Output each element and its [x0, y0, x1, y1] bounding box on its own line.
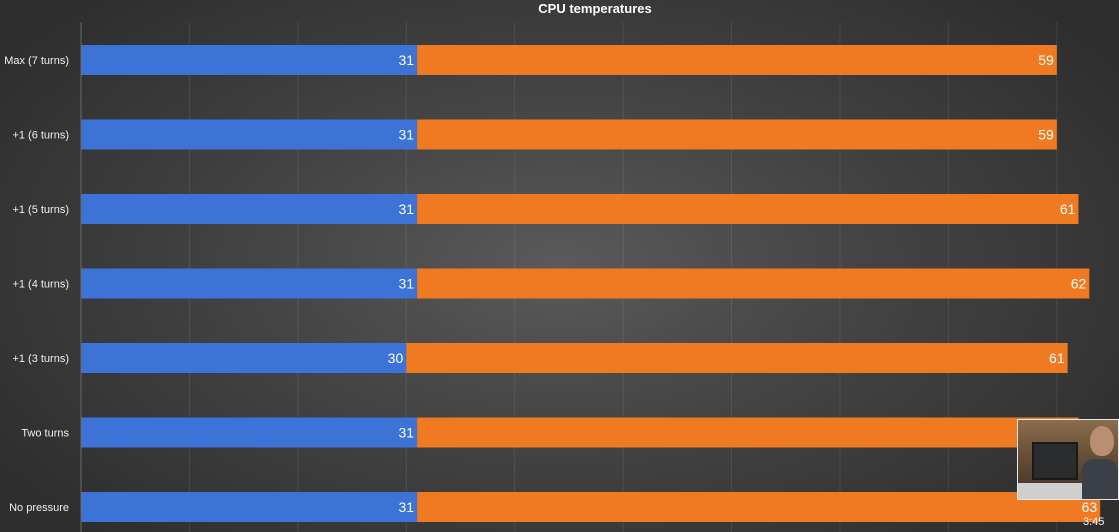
video-thumbnail[interactable] — [1017, 419, 1119, 500]
category-label: +1 (6 turns) — [12, 130, 69, 142]
category-label: +1 (3 turns) — [12, 353, 69, 365]
data-label: 31 — [399, 276, 415, 292]
bar-segment-2 — [417, 194, 1079, 224]
category-label: Max (7 turns) — [4, 55, 69, 67]
thumbnail-person-head — [1090, 426, 1114, 456]
data-label: 31 — [399, 499, 415, 515]
data-label: 31 — [399, 127, 415, 143]
category-labels: Max (7 turns) +1 (6 turns) +1 (5 turns) +1 … — [4, 55, 69, 514]
bar-segment-1 — [81, 417, 418, 448]
bar-segment-1 — [81, 194, 418, 224]
thumbnail-monitor — [1032, 442, 1078, 480]
data-label: 30 — [388, 350, 404, 366]
bar-segment-1 — [81, 268, 418, 299]
bar-segment-2 — [417, 417, 1079, 448]
bar-segment-1 — [81, 492, 418, 522]
bar-segment-2 — [406, 343, 1068, 373]
bars — [81, 45, 1101, 522]
chart-title: CPU temperatures — [538, 1, 651, 16]
bar-segment-1 — [81, 343, 407, 373]
data-label: 61 — [1049, 350, 1065, 366]
data-label: 59 — [1038, 52, 1054, 68]
thumbnail-person-body — [1082, 459, 1118, 499]
video-timestamp: 3:45 — [1083, 516, 1105, 528]
data-label: 31 — [399, 201, 415, 217]
bar-segment-2 — [417, 119, 1057, 150]
bar-segment-1 — [81, 45, 418, 75]
category-label: +1 (5 turns) — [12, 204, 69, 216]
bar-segment-2 — [417, 492, 1101, 522]
data-label: 62 — [1071, 276, 1087, 292]
data-label: 31 — [399, 425, 415, 441]
data-label: 31 — [399, 52, 415, 68]
bar-segment-1 — [81, 119, 418, 150]
data-label: 61 — [1060, 201, 1076, 217]
bar-segment-2 — [417, 45, 1057, 75]
category-label: Two turns — [21, 428, 69, 440]
category-label: +1 (4 turns) — [12, 279, 69, 291]
bar-segment-2 — [417, 268, 1090, 299]
data-label: 59 — [1038, 127, 1054, 143]
data-label: 63 — [1082, 499, 1098, 515]
category-label: No pressure — [9, 502, 69, 514]
